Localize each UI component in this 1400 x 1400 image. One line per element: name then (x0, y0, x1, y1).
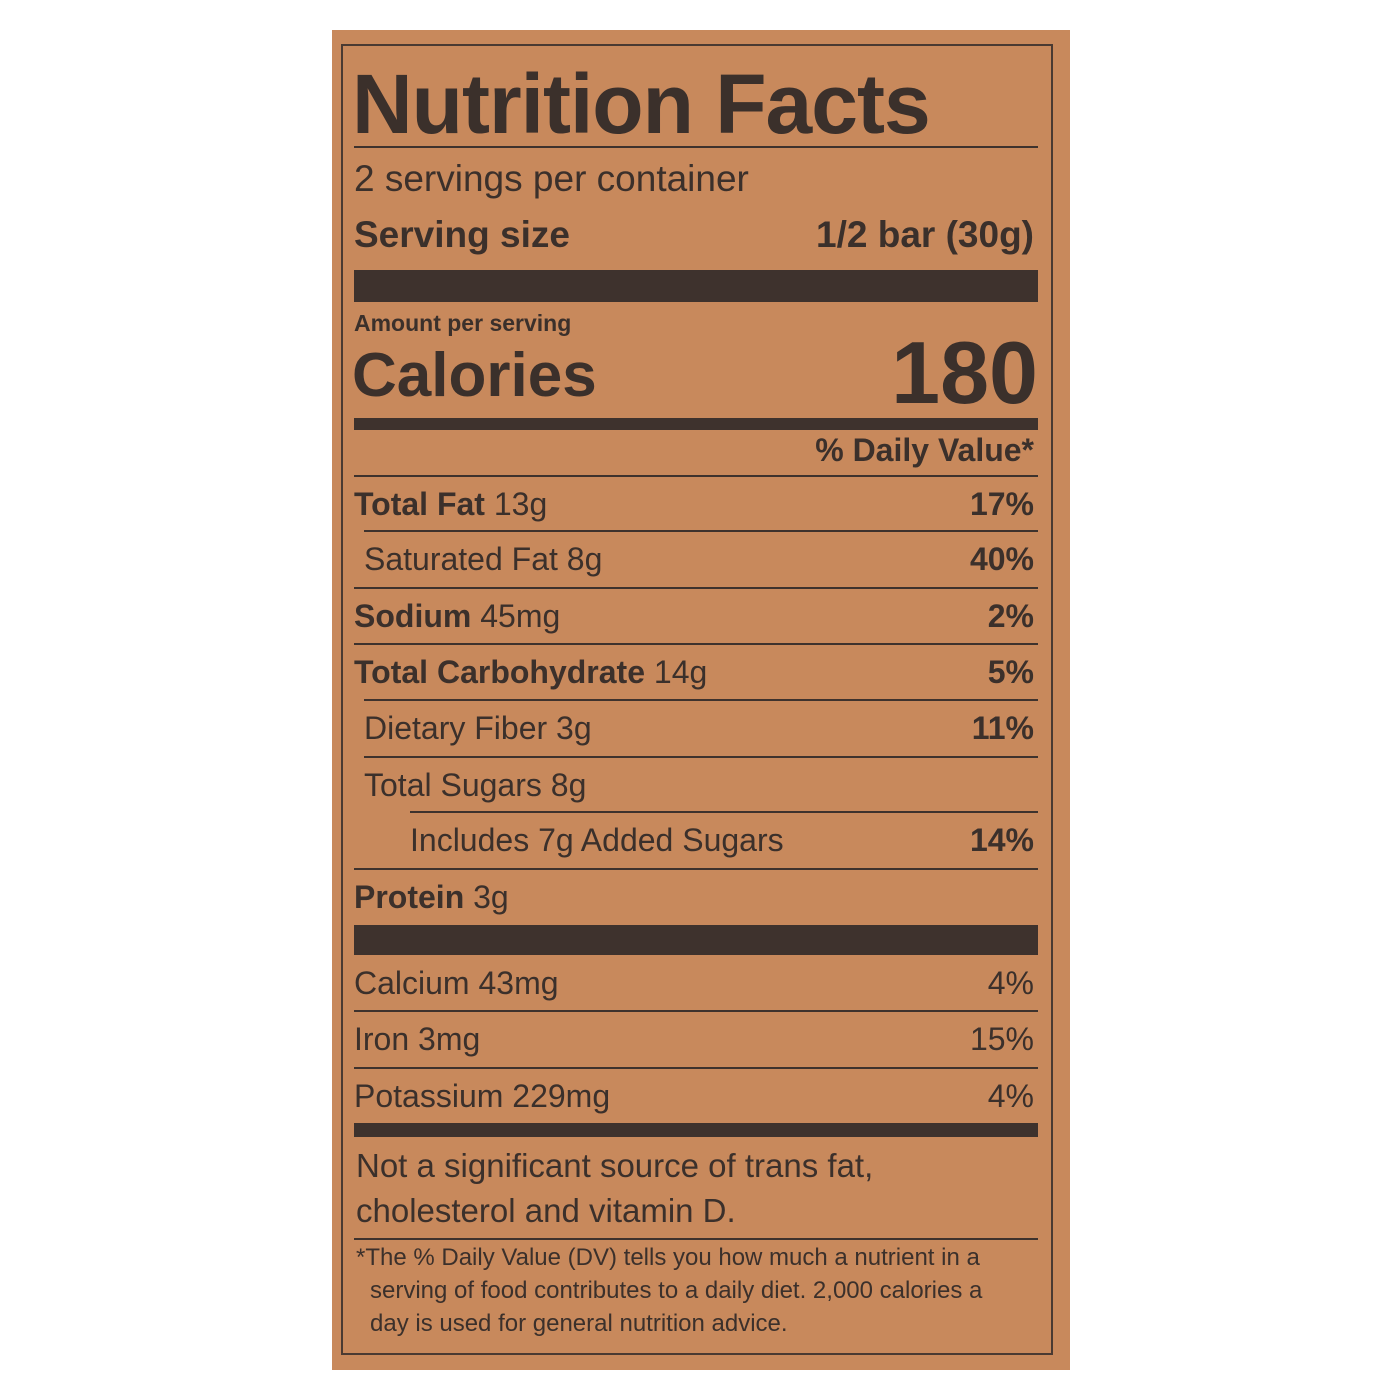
nutrient-name: Saturated Fat (364, 540, 558, 577)
nutrient-row: Sodium 45mg 2% (354, 588, 1034, 644)
nutrient-daily-value: 14% (969, 821, 1034, 858)
nutrient-row: Protein 3g (354, 869, 1034, 925)
thick-bar (354, 925, 1038, 955)
divider (354, 146, 1038, 148)
divider (410, 811, 1038, 813)
nutrient-name: Total Fat (354, 485, 485, 522)
nutrient-name: Dietary Fiber (364, 709, 548, 746)
medium-bar (354, 1123, 1038, 1137)
mineral-row: Calcium 43mg 4% (354, 955, 1034, 1011)
calories-value: 180 (891, 323, 1038, 422)
amount-per-serving: Amount per serving (354, 310, 572, 336)
nutrient-amount: 3g (556, 709, 592, 746)
divider (354, 1238, 1038, 1240)
nutrient-row: Includes 7g Added Sugars 14% (354, 812, 1034, 868)
nutrient-amount: 3g (473, 878, 509, 915)
medium-bar (354, 418, 1038, 430)
footnote-line: day is used for general nutrition advice… (370, 1310, 788, 1337)
not-significant-line: Not a significant source of trans fat, (356, 1147, 874, 1184)
nutrient-amount: 14g (653, 653, 708, 690)
nutrient-daily-value: 40% (969, 540, 1034, 577)
not-significant-line: cholesterol and vitamin D. (356, 1192, 736, 1229)
mineral-row: Potassium 229mg 4% (354, 1068, 1034, 1124)
mineral-name: Iron (354, 1020, 410, 1057)
divider (354, 587, 1038, 589)
divider (354, 643, 1038, 645)
title: Nutrition Facts (352, 57, 931, 151)
serving-size-row: Serving size 1/2 bar (30g) (354, 207, 1034, 263)
nutrient-daily-value: 2% (987, 597, 1034, 634)
nutrient-name: Protein (354, 878, 465, 915)
divider (354, 1067, 1038, 1069)
nutrient-row: Total Sugars 8g (354, 757, 1034, 813)
nutrient-name: Total Sugars (364, 766, 542, 803)
divider (364, 699, 1038, 701)
nutrient-name: Includes 7g Added Sugars (410, 821, 784, 858)
thick-bar (354, 270, 1038, 302)
mineral-name: Potassium (354, 1077, 504, 1114)
label-border (341, 44, 1053, 1355)
mineral-amount: 229mg (512, 1077, 611, 1114)
footnote-line: *The % Daily Value (DV) tells you how mu… (356, 1244, 980, 1271)
divider (354, 868, 1038, 870)
nutrient-row: Total Fat 13g 17% (354, 476, 1034, 532)
nutrient-name: Sodium (354, 597, 472, 634)
divider (354, 475, 1038, 477)
mineral-daily-value: 15% (969, 1020, 1034, 1057)
daily-value-header: % Daily Value* (815, 432, 1034, 468)
nutrient-daily-value: 5% (987, 653, 1034, 690)
nutrient-row: Dietary Fiber 3g 11% (354, 700, 1034, 756)
nutrient-daily-value: 11% (971, 709, 1034, 746)
divider (364, 530, 1038, 532)
mineral-amount: 43mg (478, 964, 559, 1001)
nutrient-amount: 8g (550, 766, 587, 803)
nutrient-row: Total Carbohydrate 14g 5% (354, 644, 1034, 700)
serving-size-value: 1/2 bar (30g) (816, 214, 1034, 255)
nutrient-row: Saturated Fat 8g 40% (354, 531, 1034, 587)
nutrient-amount: 13g (493, 485, 548, 522)
mineral-name: Calcium (354, 964, 470, 1001)
calories-label: Calories (352, 341, 597, 410)
mineral-row: Iron 3mg 15% (354, 1011, 1034, 1067)
mineral-amount: 3mg (418, 1020, 481, 1057)
nutrient-daily-value: 17% (969, 485, 1034, 522)
mineral-daily-value: 4% (987, 964, 1034, 1001)
divider (364, 756, 1038, 758)
nutrient-name: Total Carbohydrate (354, 653, 645, 690)
servings-per-container: 2 servings per container (354, 158, 749, 199)
nutrient-amount: 8g (566, 540, 603, 577)
mineral-daily-value: 4% (987, 1077, 1034, 1114)
nutrient-amount: 45mg (480, 597, 561, 634)
footnote-line: serving of food contributes to a daily d… (370, 1277, 983, 1304)
divider (354, 1010, 1038, 1012)
serving-size-label: Serving size (354, 214, 570, 255)
